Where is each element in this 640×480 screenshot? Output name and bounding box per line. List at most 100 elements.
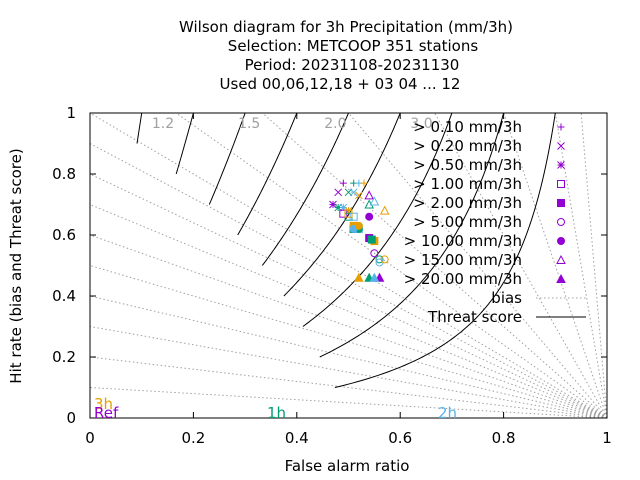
threat-score-line-0 (334, 113, 556, 388)
point-s7-0 (364, 190, 375, 200)
legend-marker-5 (557, 218, 565, 226)
point-s0-0 (339, 179, 347, 187)
legend-line-label-0: bias (491, 289, 522, 307)
bias-line-12 (348, 113, 607, 418)
bias-line-6 (90, 204, 607, 418)
lead-label-0: 3h (94, 395, 113, 413)
point-s7-3 (379, 205, 390, 215)
lead-label-2: 1h (267, 404, 286, 422)
bias-label-0: 1.2 (152, 116, 174, 132)
bias-line-9 (90, 113, 607, 418)
point-extra-2 (367, 235, 376, 244)
data-points (329, 179, 390, 282)
threat-score-line-1 (319, 113, 505, 358)
point-s8-2 (369, 272, 380, 282)
legend-label-8: > 20.00 mm/3h (404, 270, 522, 288)
point-s6-3 (354, 221, 363, 230)
point-s8-3 (354, 272, 364, 282)
point-s5-1 (375, 255, 384, 264)
y-tick-label-3: 0.6 (52, 226, 76, 244)
legend-marker-1 (557, 142, 565, 150)
legend-line-label-1: Threat score (427, 308, 522, 326)
legend-label-1: > 0.20 mm/3h (413, 137, 522, 155)
bias-line-1 (90, 356, 607, 418)
title-line-4: Used 00,06,12,18 + 03 04 ... 12 (220, 75, 461, 93)
y-axis-label: Hit rate (bias and Threat score) (7, 148, 25, 383)
threat-score-line-7 (175, 113, 194, 175)
threat-score-line-6 (208, 113, 246, 205)
legend-label-0: > 0.10 mm/3h (413, 118, 522, 136)
chart-title: Wilson diagram for 3h Precipitation (mm/… (179, 18, 513, 93)
point-s0-3 (360, 179, 368, 187)
legend-label-7: > 15.00 mm/3h (404, 251, 522, 269)
legend-label-3: > 1.00 mm/3h (413, 175, 522, 193)
threat-score-line-4 (261, 113, 349, 266)
bias-line-0 (90, 387, 607, 418)
title-line-1: Wilson diagram for 3h Precipitation (mm/… (179, 18, 513, 36)
legend-marker-4 (557, 199, 565, 207)
bias-line-16 (580, 113, 607, 418)
y-tick-label-5: 1 (66, 104, 76, 122)
legend-marker-0 (557, 123, 565, 131)
y-tick-label-1: 0.2 (52, 348, 76, 366)
legend-label-6: > 10.00 mm/3h (404, 232, 522, 250)
x-tick-label-2: 0.4 (285, 429, 309, 447)
y-tick-label-4: 0.8 (52, 165, 76, 183)
bias-label-1: 1.5 (238, 116, 260, 132)
threat-score-lines (136, 113, 556, 388)
bias-line-2 (90, 326, 607, 418)
plot-frame (89, 112, 608, 419)
y-tick-label-0: 0 (66, 409, 76, 427)
legend-marker-2 (557, 161, 565, 169)
y-tick-label-2: 0.4 (52, 287, 76, 305)
lead-label-1: Ref (94, 404, 119, 422)
x-tick-label-0: 0 (85, 429, 95, 447)
legend-label-5: > 5.00 mm/3h (413, 213, 522, 231)
legend-label-4: > 2.00 mm/3h (413, 194, 522, 212)
point-s1-0 (334, 188, 343, 197)
bias-lines (90, 113, 607, 418)
point-s7-2 (369, 196, 380, 206)
bias-line-7 (90, 173, 607, 418)
axis-ticks: 0 0.2 0.4 0.6 0.8 1 0 0.2 0.4 0.6 0.8 1 (52, 104, 612, 447)
legend-marker-7 (556, 254, 566, 264)
bias-line-10 (175, 113, 607, 418)
legend-marker-8 (556, 273, 566, 283)
point-s2-2 (339, 203, 348, 212)
legend: > 0.10 mm/3h> 0.20 mm/3h> 0.50 mm/3h> 1.… (404, 118, 586, 326)
point-s6-0 (365, 212, 374, 221)
threat-score-line-8 (136, 113, 143, 144)
point-s1-2 (349, 188, 358, 197)
bias-label-2: 2.0 (324, 116, 346, 132)
point-s2-1 (334, 203, 343, 212)
threat-score-line-5 (237, 113, 298, 236)
x-tick-label-1: 0.2 (181, 429, 205, 447)
bias-line-11 (262, 113, 607, 418)
bias-line-3 (90, 295, 607, 418)
bias-labels: 1.2 1.5 2.0 3.0 (152, 116, 433, 132)
threat-score-line-3 (283, 113, 401, 297)
lead-label-3: 2h (438, 404, 457, 422)
point-s2-0 (329, 200, 337, 209)
legend-marker-3 (557, 180, 565, 188)
x-tick-label-3: 0.6 (388, 429, 412, 447)
bias-line-5 (90, 234, 607, 418)
x-tick-label-5: 1 (602, 429, 612, 447)
bias-line-8 (90, 143, 607, 418)
bias-label-3: 3.0 (410, 116, 432, 132)
legend-label-2: > 0.50 mm/3h (413, 156, 522, 174)
bias-line-4 (90, 265, 607, 418)
title-line-2: Selection: METCOOP 351 stations (228, 37, 479, 55)
point-s1-3 (354, 191, 363, 200)
point-s3-3 (344, 209, 353, 218)
bias-line-14 (503, 113, 607, 418)
x-axis-label: False alarm ratio (285, 457, 410, 475)
threat-score-line-2 (302, 113, 453, 327)
point-s5-0 (370, 249, 379, 258)
title-line-3: Period: 20231108-20231130 (245, 56, 460, 74)
x-tick-label-4: 0.8 (492, 429, 516, 447)
point-s5-3 (380, 255, 389, 264)
legend-marker-6 (557, 237, 565, 245)
